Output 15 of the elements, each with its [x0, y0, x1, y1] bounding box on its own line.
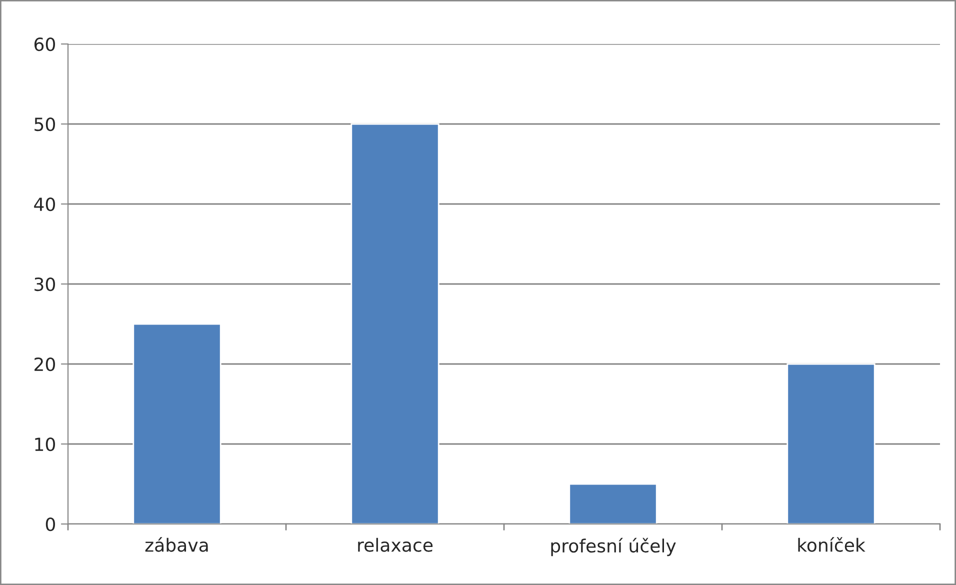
y-tick-label: 50 [34, 117, 55, 132]
x-tick-label: relaxace [358, 538, 433, 552]
x-tick-label: zábava [145, 537, 208, 552]
bar [568, 483, 658, 524]
y-tick-label: 40 [34, 197, 55, 212]
y-tick-label: 60 [34, 37, 55, 52]
bar [786, 363, 876, 524]
y-tick-label: 30 [34, 277, 55, 292]
y-tick-label: 10 [35, 437, 55, 452]
bar [132, 323, 222, 524]
y-tick-label: 0 [46, 517, 55, 532]
x-tick-label: koníček [798, 537, 866, 552]
bar [350, 123, 440, 524]
y-tick-label: 20 [34, 357, 55, 372]
x-tick-label: profesní účely [551, 538, 676, 556]
